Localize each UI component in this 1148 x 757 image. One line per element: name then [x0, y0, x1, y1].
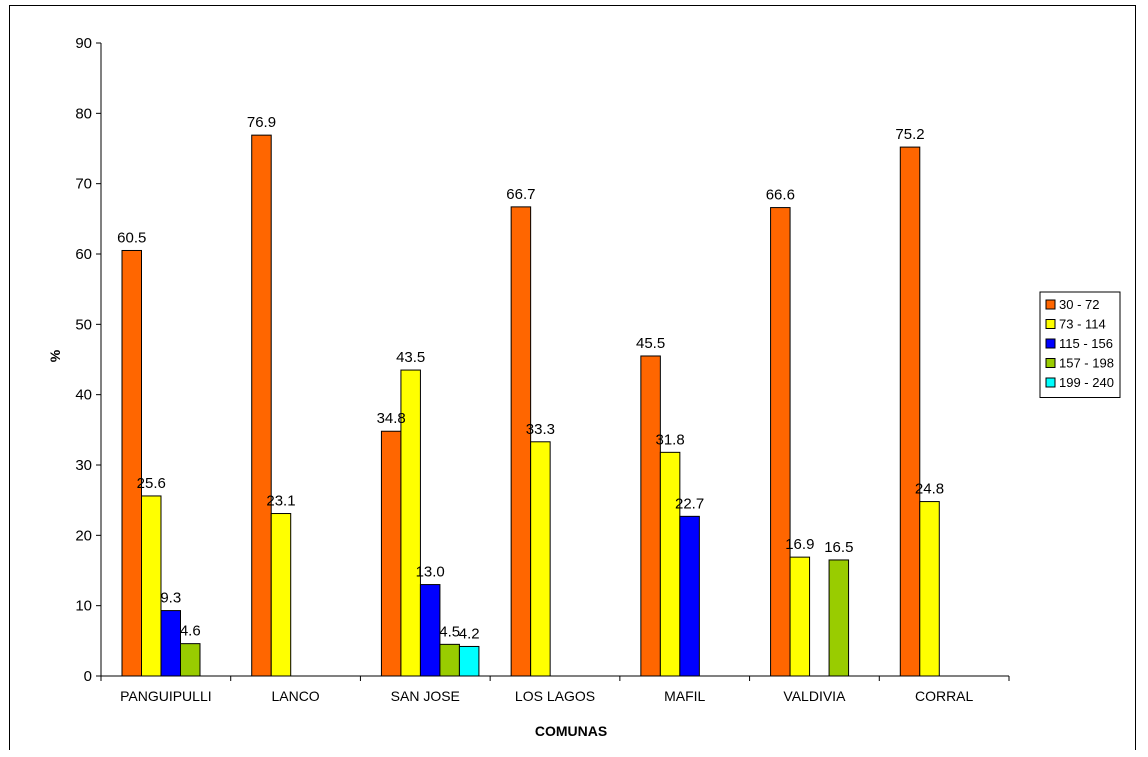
- bar: [121, 249, 142, 677]
- bar: [640, 355, 661, 677]
- y-tick-label: 50: [75, 316, 92, 333]
- data-label: 4.2: [459, 625, 480, 642]
- legend-label: 30 - 72: [1059, 297, 1099, 312]
- bar: [679, 515, 700, 677]
- data-label: 43.5: [396, 349, 425, 366]
- data-label: 31.8: [656, 431, 685, 448]
- data-label: 66.6: [766, 187, 795, 204]
- bar: [160, 610, 181, 677]
- bar: [141, 495, 162, 677]
- data-label: 4.5: [439, 623, 460, 640]
- x-tick-label: LOS LAGOS: [515, 688, 595, 704]
- data-label: 75.2: [895, 126, 924, 143]
- data-label: 16.5: [824, 539, 853, 556]
- y-tick-label: 90: [75, 35, 92, 52]
- data-label: 22.7: [675, 495, 704, 512]
- data-labels-layer: 60.5 76.9 34.8 66.7 45.5 66.6 75.2 25.6 23.1 43.5…: [117, 114, 944, 642]
- y-tick-label: 10: [75, 598, 92, 615]
- bars-layer: [121, 134, 940, 677]
- data-label: 45.5: [636, 335, 665, 352]
- data-label: 60.5: [117, 229, 146, 246]
- bar: [251, 134, 272, 677]
- x-tick-label: CORRAL: [915, 688, 974, 704]
- data-label: 24.8: [915, 481, 944, 498]
- bar: [789, 556, 811, 677]
- data-label: 16.9: [785, 536, 814, 553]
- axes-layer: 0 10 20 30 40 50 60 70 80 90 PANGUIPULLI LANCO SAN J…: [75, 35, 1010, 704]
- x-tick-label: SAN JOSE: [391, 688, 460, 704]
- legend-label: 157 - 198: [1059, 356, 1114, 371]
- x-axis-title: COMUNAS: [535, 723, 607, 739]
- bar: [458, 645, 480, 677]
- bar: [439, 643, 460, 677]
- data-label: 23.1: [266, 493, 295, 510]
- bar: [770, 207, 791, 677]
- data-label: 76.9: [247, 114, 276, 131]
- bar: [270, 513, 292, 677]
- x-tick-label: LANCO: [271, 688, 319, 704]
- bar: [530, 441, 551, 677]
- legend-label: 73 - 114: [1059, 317, 1106, 332]
- y-tick-label: 30: [75, 457, 92, 474]
- bar: [899, 146, 921, 677]
- bar: [419, 584, 441, 677]
- data-label: 13.0: [416, 564, 445, 581]
- x-tick-label: PANGUIPULLI: [120, 688, 212, 704]
- legend-swatch: [1045, 358, 1056, 368]
- bar: [180, 643, 201, 677]
- y-tick-label: 70: [75, 176, 92, 193]
- legend-swatch: [1045, 319, 1056, 329]
- bar: [510, 206, 532, 677]
- x-tick-label: MAFIL: [664, 688, 705, 704]
- bar: [919, 501, 940, 677]
- legend-swatch: [1045, 338, 1056, 349]
- y-tick-label: 60: [75, 246, 92, 263]
- data-label: 25.6: [137, 475, 166, 492]
- data-label: 34.8: [377, 410, 406, 427]
- bar: [380, 430, 402, 677]
- y-tick-label: 20: [75, 527, 92, 544]
- legend-label: 115 - 156: [1059, 336, 1113, 351]
- data-label: 9.3: [160, 590, 181, 607]
- chart-frame: [9, 5, 1136, 750]
- data-label: 33.3: [526, 421, 555, 438]
- y-tick-label: 40: [75, 387, 92, 404]
- bar: [828, 559, 850, 677]
- x-tick-label: VALDIVIA: [783, 688, 846, 704]
- legend-swatch: [1045, 377, 1056, 388]
- legend-swatch: [1045, 299, 1056, 310]
- y-tick-label: 0: [84, 668, 92, 685]
- legend-label: 199 - 240: [1059, 375, 1114, 390]
- data-label: 66.7: [506, 186, 535, 203]
- legend: 30 - 72 73 - 114 115 - 156 157 - 198 199 - 2…: [1039, 291, 1121, 398]
- y-tick-label: 80: [75, 105, 92, 122]
- data-label: 4.6: [180, 623, 201, 640]
- bar: [659, 451, 681, 677]
- y-axis-title: %: [47, 349, 63, 362]
